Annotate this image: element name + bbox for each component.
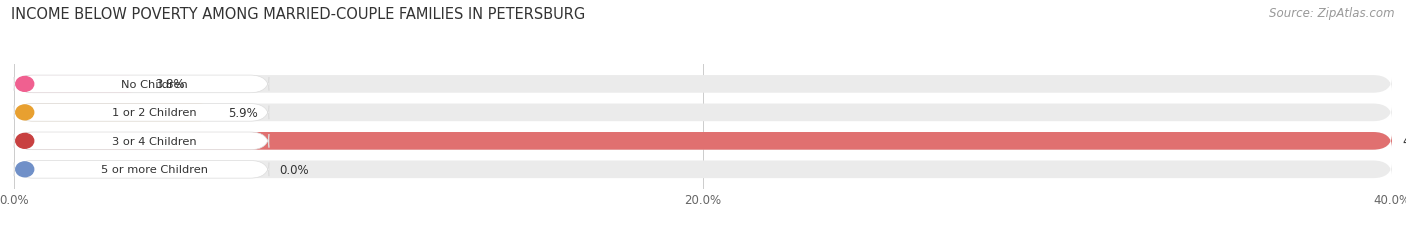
- FancyBboxPatch shape: [14, 161, 269, 178]
- Text: 0.0%: 0.0%: [280, 163, 309, 176]
- Circle shape: [15, 77, 34, 92]
- Text: 5 or more Children: 5 or more Children: [101, 165, 208, 175]
- FancyBboxPatch shape: [14, 104, 218, 122]
- FancyBboxPatch shape: [14, 76, 1392, 93]
- Text: 1 or 2 Children: 1 or 2 Children: [112, 108, 197, 118]
- Circle shape: [15, 134, 34, 149]
- Text: 5.9%: 5.9%: [228, 106, 257, 119]
- FancyBboxPatch shape: [14, 132, 269, 150]
- Circle shape: [15, 162, 34, 177]
- Text: 3.8%: 3.8%: [155, 78, 186, 91]
- Circle shape: [15, 106, 34, 120]
- Text: 40.0%: 40.0%: [1402, 135, 1406, 148]
- FancyBboxPatch shape: [14, 76, 269, 93]
- Text: No Children: No Children: [121, 79, 187, 89]
- Text: INCOME BELOW POVERTY AMONG MARRIED-COUPLE FAMILIES IN PETERSBURG: INCOME BELOW POVERTY AMONG MARRIED-COUPL…: [11, 7, 585, 22]
- FancyBboxPatch shape: [14, 76, 145, 93]
- FancyBboxPatch shape: [14, 104, 269, 122]
- FancyBboxPatch shape: [14, 104, 1392, 122]
- FancyBboxPatch shape: [14, 132, 1392, 150]
- Text: 3 or 4 Children: 3 or 4 Children: [112, 136, 197, 146]
- Text: Source: ZipAtlas.com: Source: ZipAtlas.com: [1270, 7, 1395, 20]
- FancyBboxPatch shape: [14, 132, 1392, 150]
- FancyBboxPatch shape: [14, 161, 1392, 178]
